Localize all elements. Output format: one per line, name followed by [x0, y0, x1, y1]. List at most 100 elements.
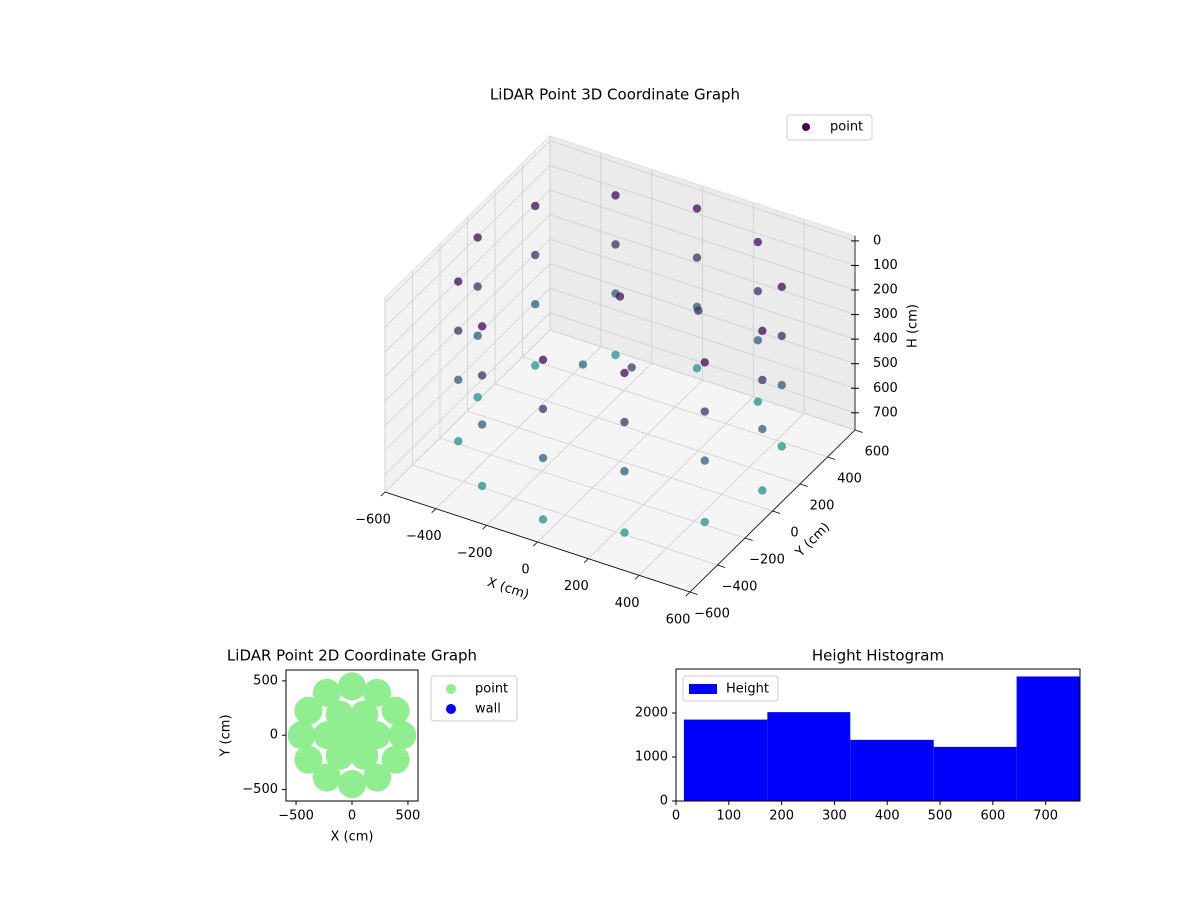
tick-mark: [634, 575, 640, 580]
point: [363, 763, 392, 792]
point: [758, 375, 767, 385]
grid-line: [549, 238, 856, 340]
z-tick-label: 500: [873, 356, 898, 371]
grid-line: [549, 287, 856, 389]
plot-area: [287, 672, 417, 799]
x-tick-label: 500: [928, 809, 953, 824]
point: [294, 745, 323, 774]
x-tick-label: 600: [666, 613, 691, 628]
tick-mark: [827, 456, 836, 460]
point: [620, 368, 629, 378]
point: [531, 361, 540, 370]
tick-mark: [431, 508, 437, 514]
point: [700, 407, 709, 416]
y-tick-label: −600: [694, 607, 730, 622]
plot-area: [683, 676, 1080, 801]
point: [477, 371, 487, 380]
point: [294, 696, 323, 725]
point: [362, 721, 391, 750]
point: [753, 237, 763, 247]
grid-line: [384, 140, 551, 304]
legend-label: wall: [475, 702, 501, 717]
y-tick-label: 500: [253, 673, 278, 688]
point: [627, 363, 636, 372]
y-tick-label: 1000: [635, 750, 668, 765]
bar: [850, 739, 934, 801]
point: [473, 282, 482, 291]
point: [312, 763, 341, 792]
z-tick-label: 200: [873, 283, 898, 298]
point: [381, 696, 410, 725]
point: [477, 322, 487, 331]
grid-line: [549, 214, 856, 315]
x-tick-label: 200: [769, 809, 794, 824]
x-tick-label: −200: [457, 546, 493, 561]
point: [620, 417, 629, 427]
point: [753, 397, 763, 406]
point: [538, 355, 548, 364]
y-axis-label: Y (cm): [219, 714, 234, 757]
bar: [1016, 676, 1080, 801]
point: [692, 364, 702, 373]
x-tick-label: 0: [672, 809, 680, 824]
y-axis: [689, 429, 856, 593]
point: [473, 331, 482, 340]
point: [531, 300, 540, 309]
point: [758, 326, 767, 336]
x-tick-label: −400: [406, 529, 442, 544]
point: [477, 481, 487, 491]
point: [611, 240, 620, 249]
grid-line: [384, 312, 551, 476]
z-tick-label: 700: [873, 405, 898, 420]
grid-line: [494, 383, 801, 485]
point: [538, 453, 548, 463]
grid-line: [439, 437, 746, 539]
point: [700, 358, 709, 367]
point: [777, 331, 786, 341]
grid-line: [384, 263, 551, 426]
x-tick-label: 0: [348, 809, 356, 824]
point: [611, 350, 620, 360]
z-tick-label: 100: [873, 258, 898, 273]
legend-label: point: [475, 682, 508, 697]
grid-line: [549, 329, 856, 431]
tick-mark: [772, 510, 781, 514]
point: [620, 528, 629, 537]
z-tick-label: 400: [873, 332, 898, 347]
legend-label: Height: [726, 682, 769, 697]
point: [454, 277, 463, 286]
grid-line: [549, 263, 856, 365]
point: [477, 420, 487, 429]
tick-mark: [689, 591, 698, 595]
x-tick-label: 100: [716, 809, 741, 824]
legend-label: point: [830, 120, 863, 135]
x-axis-label: X (cm): [331, 830, 374, 845]
x-axis: [384, 491, 691, 593]
legend-marker: [802, 123, 810, 131]
point: [538, 404, 548, 414]
bar: [767, 712, 851, 801]
tick-mark: [799, 483, 808, 487]
point: [538, 515, 548, 524]
z-tick-label: 600: [873, 381, 898, 396]
y-tick-label: 2000: [635, 706, 668, 721]
z-tick-label: 0: [873, 233, 881, 248]
point: [350, 700, 379, 729]
point: [692, 204, 702, 213]
x-tick-label: 600: [980, 809, 1005, 824]
point: [325, 741, 354, 770]
point: [381, 745, 410, 774]
point: [338, 770, 366, 799]
bar: [933, 746, 1017, 801]
x-tick-label: 300: [822, 809, 847, 824]
point: [473, 233, 482, 242]
point: [454, 436, 463, 446]
tick-mark: [380, 491, 386, 497]
grid-line: [549, 189, 856, 291]
x-tick-label: 700: [1033, 809, 1058, 824]
grid-line: [384, 287, 551, 451]
point: [388, 721, 417, 750]
grid-line: [549, 140, 856, 242]
grid-line: [467, 410, 773, 512]
chart-title: Height Histogram: [812, 647, 944, 665]
